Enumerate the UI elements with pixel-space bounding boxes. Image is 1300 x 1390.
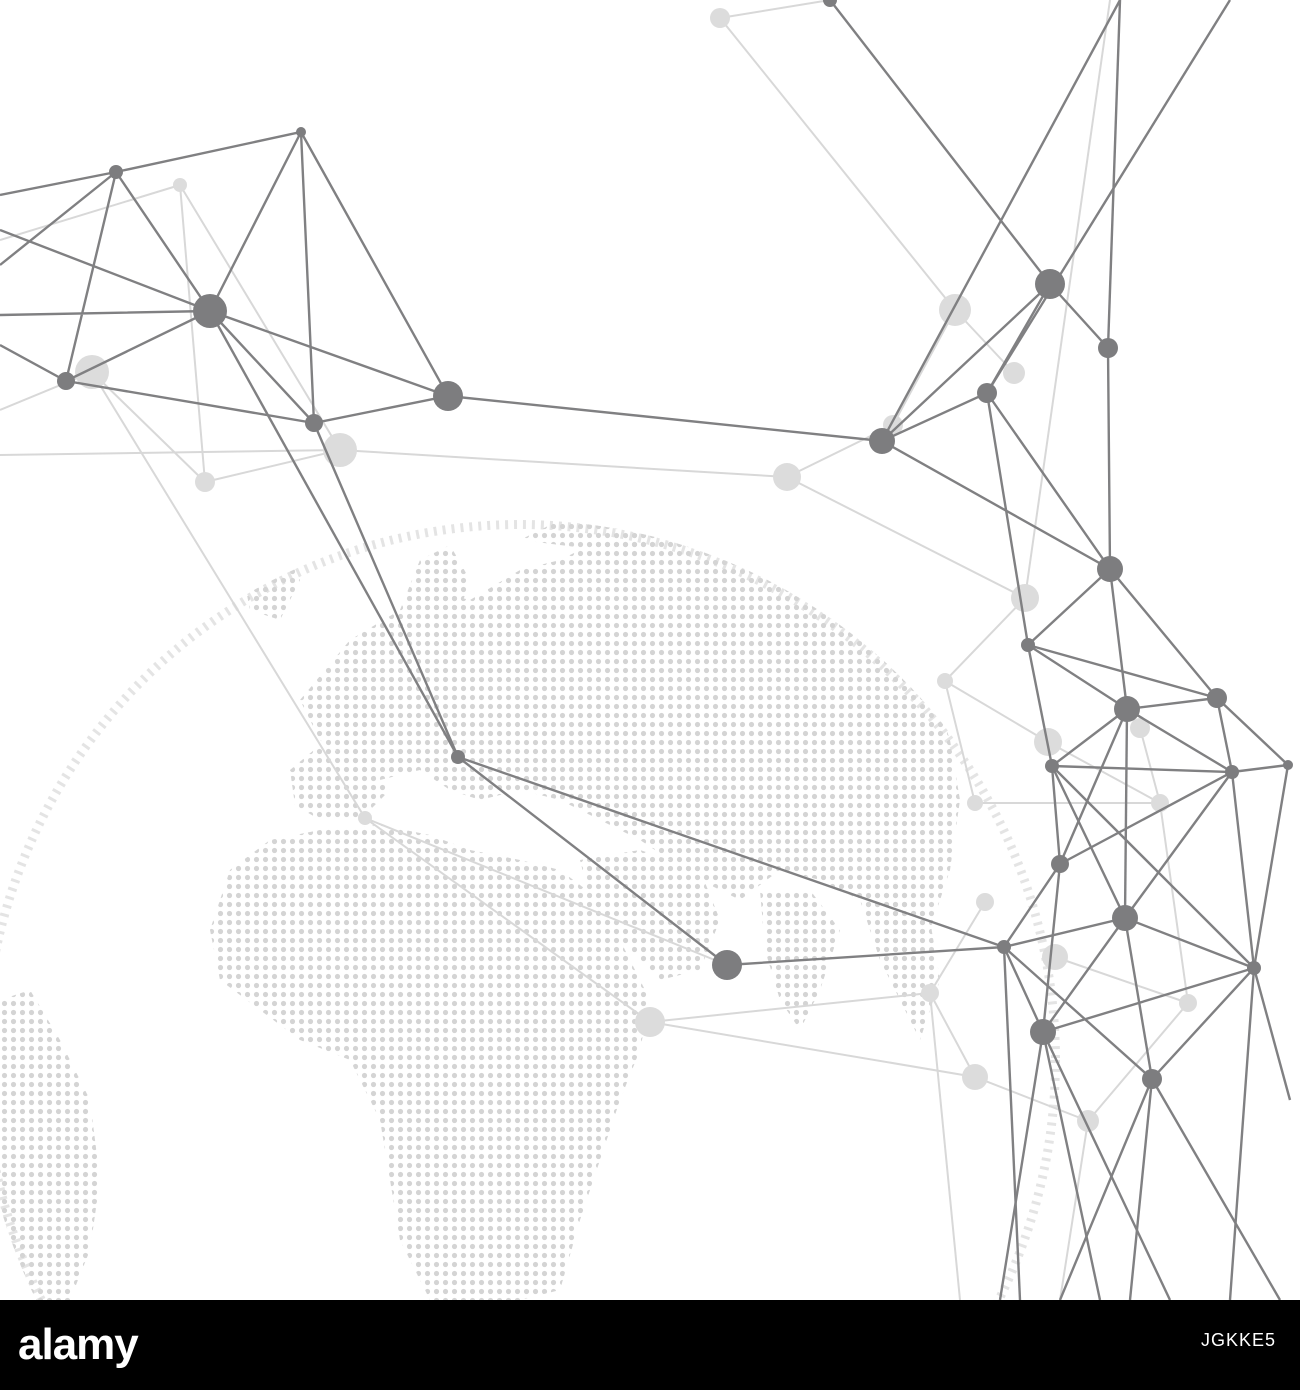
southeast-asia-landmass xyxy=(860,880,940,1040)
scandinavia-landmass xyxy=(400,545,470,610)
greenland-landmass xyxy=(240,540,300,620)
africa-landmass xyxy=(210,825,650,1300)
dotted-globe xyxy=(0,520,1060,1300)
west-europe-landmass xyxy=(290,745,390,820)
watermark-footer-bar: alamy JGKKE5 xyxy=(0,1300,1300,1390)
eurasia-landmass xyxy=(300,520,960,960)
south-america-landmass xyxy=(0,990,100,1300)
network-dark-nodes xyxy=(57,0,1293,1089)
stock-image-id: JGKKE5 xyxy=(1200,1330,1276,1350)
artwork-svg xyxy=(0,0,1293,1300)
arctic-landmass xyxy=(520,520,710,550)
network-globe-artwork xyxy=(0,0,1293,1300)
brand-logo: alamy xyxy=(18,1320,139,1369)
